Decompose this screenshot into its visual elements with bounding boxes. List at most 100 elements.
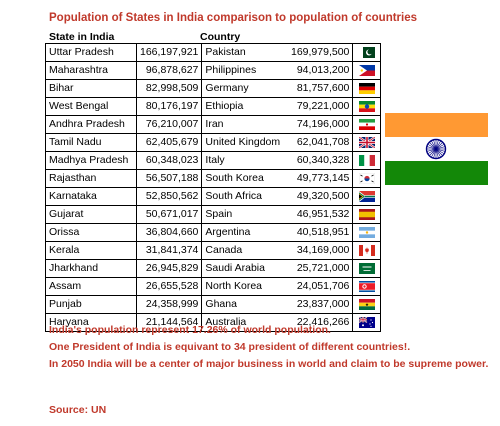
state-population-cell: 52,850,562 (135, 187, 203, 206)
flag-cell (352, 61, 382, 80)
australia-flag-icon (358, 316, 375, 328)
table-row: Karnataka 52,850,562 South Africa 49,320,50… (45, 187, 382, 206)
flag-cell (352, 151, 382, 170)
country-name: Spain (205, 208, 233, 220)
state-population-cell: 21,144,564 (135, 313, 203, 332)
state-population-cell: 50,671,017 (135, 205, 203, 224)
argentina-flag-icon (358, 226, 375, 238)
country-cell: Germany 81,757,600 (201, 79, 354, 98)
country-name: South Korea (205, 172, 264, 184)
country-population: 62,041,708 (296, 136, 350, 148)
country-column-header: Country (200, 31, 241, 43)
state-name-cell: Karnataka (45, 187, 137, 206)
country-cell: Argentina 40,518,951 (201, 223, 354, 242)
state-population-cell: 31,841,374 (135, 241, 203, 260)
country-cell: Canada 34,169,000 (201, 241, 354, 260)
country-population: 25,721,000 (296, 262, 350, 274)
table-row: Bihar 82,998,509 Germany 81,757,600 (45, 79, 382, 98)
country-population: 74,196,000 (296, 118, 350, 130)
philippines-flag-icon (358, 64, 375, 76)
state-population-cell: 24,358,999 (135, 295, 203, 314)
country-name: Ghana (205, 298, 237, 310)
flag-cell (352, 241, 382, 260)
flag-cell (352, 97, 382, 116)
country-cell: Saudi Arabia 25,721,000 (201, 259, 354, 278)
state-population-cell: 26,945,829 (135, 259, 203, 278)
flag-cell (352, 223, 382, 242)
state-population-cell: 76,210,007 (135, 115, 203, 134)
state-column-header: State in India (49, 31, 115, 43)
table-row: Gujarat 50,671,017 Spain 46,951,532 (45, 205, 382, 224)
table-row: Punjab 24,358,999 Ghana 23,837,000 (45, 295, 382, 314)
country-population: 169,979,500 (291, 46, 350, 58)
country-name: Ethiopia (205, 100, 244, 112)
country-name: Philippines (205, 64, 257, 76)
state-population-cell: 36,804,660 (135, 223, 203, 242)
table-row: Andhra Pradesh 76,210,007 Iran 74,196,000 (45, 115, 382, 134)
table-row: Maharashtra 96,878,627 Philippines 94,013,2… (45, 61, 382, 80)
india-flag-icon (385, 113, 488, 185)
state-name-cell: Bihar (45, 79, 137, 98)
country-cell: South Korea 49,773,145 (201, 169, 354, 188)
flag-cell (352, 205, 382, 224)
ghana-flag-icon (358, 298, 375, 310)
state-population-cell: 60,348,023 (135, 151, 203, 170)
table-row: Madhya Pradesh 60,348,023 Italy 60,340,328 (45, 151, 382, 170)
country-population: 23,837,000 (296, 298, 350, 310)
canada-flag-icon (358, 244, 375, 256)
country-population: 81,757,600 (296, 82, 350, 94)
flag-cell (352, 79, 382, 98)
state-name-cell: Gujarat (45, 205, 137, 224)
page-title: Population of States in India comparison… (49, 12, 418, 24)
table-row: Uttar Pradesh 166,197,921 Pakistan 169,979,… (45, 43, 382, 62)
south-korea-flag-icon (358, 172, 375, 184)
flag-cell (352, 43, 382, 62)
notes: India's population represent 17.26% of w… (49, 322, 488, 373)
flag-cell (352, 169, 382, 188)
country-population: 79,221,000 (296, 100, 350, 112)
country-name: South Africa (205, 190, 263, 202)
state-population-cell: 62,405,679 (135, 133, 203, 152)
state-name-cell: Andhra Pradesh (45, 115, 137, 134)
country-population: 40,518,951 (296, 226, 350, 238)
flag-cell (352, 133, 382, 152)
flag-cell (352, 277, 382, 296)
north-korea-flag-icon (358, 280, 375, 292)
germany-flag-icon (358, 82, 375, 94)
population-table: Uttar Pradesh 166,197,921 Pakistan 169,979,… (45, 43, 382, 332)
south-africa-flag-icon (358, 190, 375, 202)
country-name: Canada (205, 244, 243, 256)
state-name-cell: Maharashtra (45, 61, 137, 80)
ethiopia-flag-icon (358, 100, 375, 112)
country-name: Germany (205, 82, 249, 94)
country-cell: Ethiopia 79,221,000 (201, 97, 354, 116)
country-cell: Philippines 94,013,200 (201, 61, 354, 80)
country-name: Australia (205, 316, 247, 328)
state-name-cell: Madhya Pradesh (45, 151, 137, 170)
country-population: 22,416,266 (296, 316, 350, 328)
country-population: 34,169,000 (296, 244, 350, 256)
note-line: India's population represent 17.26% of w… (49, 324, 331, 336)
country-cell: North Korea 24,051,706 (201, 277, 354, 296)
state-name-cell: Rajasthan (45, 169, 137, 188)
iran-flag-icon (358, 118, 375, 130)
pakistan-flag-icon (358, 46, 375, 58)
state-name-cell: Orissa (45, 223, 137, 242)
flag-cell (352, 295, 382, 314)
country-cell: Iran 74,196,000 (201, 115, 354, 134)
state-population-cell: 82,998,509 (135, 79, 203, 98)
state-population-cell: 96,878,627 (135, 61, 203, 80)
flag-cell (352, 187, 382, 206)
state-name-cell: Uttar Pradesh (45, 43, 137, 62)
state-name-cell: Punjab (45, 295, 137, 314)
country-name: Argentina (205, 226, 251, 238)
country-population: 46,951,532 (296, 208, 350, 220)
state-name-cell: Kerala (45, 241, 137, 260)
state-name-cell: Tamil Nadu (45, 133, 137, 152)
note-line: One President of India is equivant to 34… (49, 341, 411, 353)
flag-cell (352, 115, 382, 134)
state-population-cell: 166,197,921 (135, 43, 203, 62)
country-cell: Spain 46,951,532 (201, 205, 354, 224)
country-population: 94,013,200 (296, 64, 350, 76)
state-name-cell: Jharkhand (45, 259, 137, 278)
